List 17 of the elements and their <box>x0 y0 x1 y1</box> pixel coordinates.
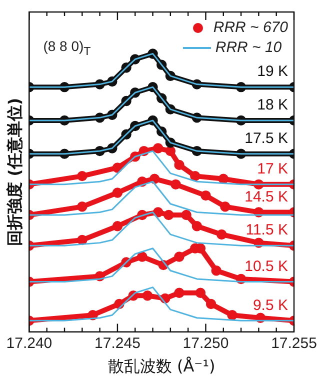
annotation: (8 8 0)$_{T}$ <box>43 38 91 58</box>
annotation: 19 K <box>257 63 288 80</box>
x-tick-label: 17.255 <box>271 334 317 352</box>
annotation: 9.5 K <box>252 296 288 314</box>
legend-label: RRR ~ 10 <box>215 38 282 58</box>
annotation: 18 K <box>257 96 288 114</box>
x-tick-label: 17.250 <box>182 334 229 352</box>
legend-label: RRR ~ 670 <box>213 18 288 38</box>
x-axis-title: 散乱波数 (Å⁻¹) <box>108 356 216 376</box>
annotation: 11.5 K <box>246 222 288 239</box>
y-axis-title: 回折強度 (任意単位) <box>4 98 24 246</box>
annotation: 14.5 K <box>244 188 288 206</box>
x-tick-label: 17.245 <box>94 334 140 352</box>
annotation: 10.5 K <box>244 258 288 275</box>
x-tick-label: 17.240 <box>6 334 52 352</box>
annotation: 17.5 K <box>244 130 288 147</box>
annotation: 17 K <box>257 160 288 178</box>
